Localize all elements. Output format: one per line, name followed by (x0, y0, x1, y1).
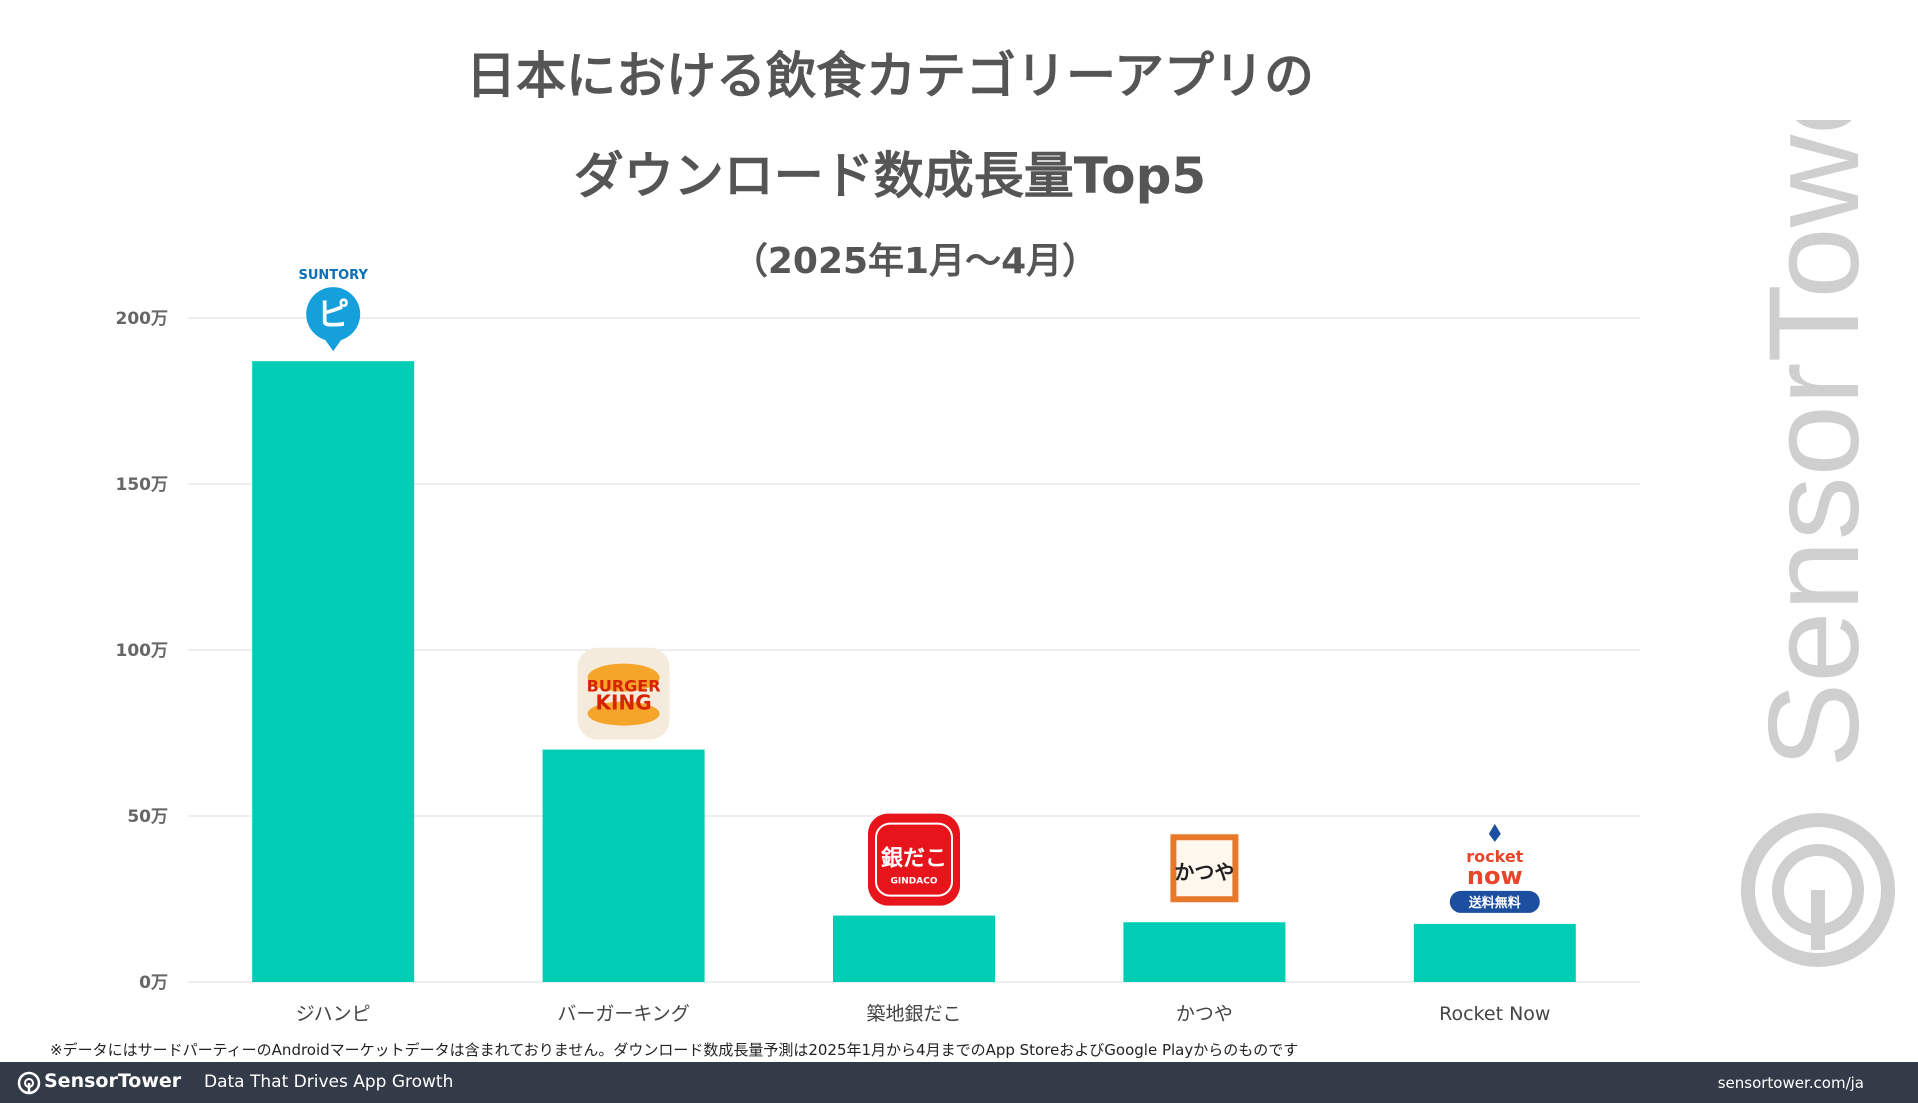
watermark-text: SensorTower (1743, 120, 1886, 768)
footer-brand: SensorTower (44, 1070, 182, 1092)
sensortower-logo-icon (17, 1071, 41, 1095)
x-tick-label: かつや (1176, 1003, 1233, 1025)
y-tick-label: 0万 (139, 973, 168, 993)
bar (252, 361, 415, 982)
bar (1413, 923, 1576, 982)
bar (833, 915, 995, 982)
gindaco-icon: 銀だこ GINDACO (868, 813, 960, 906)
footer-url[interactable]: sensortower.com/ja (1717, 1074, 1864, 1092)
svg-text:銀だこ: 銀だこ (881, 847, 947, 872)
x-tick-label: Rocket Now (1439, 1003, 1550, 1025)
footnote: ※データにはサードパーティーのAndroidマーケットデータは含まれておりません… (50, 1041, 1299, 1059)
chart-title-line-2: ダウンロード数成長量Top5 (573, 147, 1207, 205)
footer-bar: SensorTower Data That Drives App Growth … (0, 1062, 1918, 1103)
svg-text:ピ: ピ (317, 295, 349, 333)
svg-text:BURGER: BURGER (587, 677, 661, 696)
sensortower-watermark: SensorTower (1741, 120, 1895, 967)
chart-subtitle: （2025年1月〜4月） (731, 241, 1099, 282)
x-tick-label: バーガーキング (557, 1003, 689, 1025)
suntory-pi-icon: SUNTORY ピ (298, 268, 368, 352)
watermark-logo-icon (1741, 813, 1895, 967)
svg-text:SUNTORY: SUNTORY (298, 268, 368, 283)
chart-title-line-1: 日本における飲食カテゴリーアプリの (466, 47, 1314, 105)
y-tick-label: 200万 (116, 309, 169, 329)
x-tick-label: 築地銀だこ (866, 1003, 961, 1025)
svg-text:rocket: rocket (1466, 847, 1523, 866)
svg-text:かつや: かつや (1174, 860, 1234, 884)
bar (542, 749, 705, 982)
y-tick-label: 150万 (116, 475, 169, 495)
svg-text:KING: KING (596, 691, 652, 715)
svg-text:GINDACO: GINDACO (891, 877, 938, 887)
footer-tagline: Data That Drives App Growth (204, 1072, 454, 1092)
y-tick-label: 100万 (116, 641, 169, 661)
svg-text:送料無料: 送料無料 (1468, 895, 1521, 911)
svg-text:now: now (1467, 862, 1523, 890)
y-tick-label: 50万 (127, 807, 168, 827)
bar (1123, 922, 1286, 982)
katsuya-icon: かつや (1170, 834, 1239, 903)
x-tick-label: ジハンピ (296, 1003, 371, 1025)
